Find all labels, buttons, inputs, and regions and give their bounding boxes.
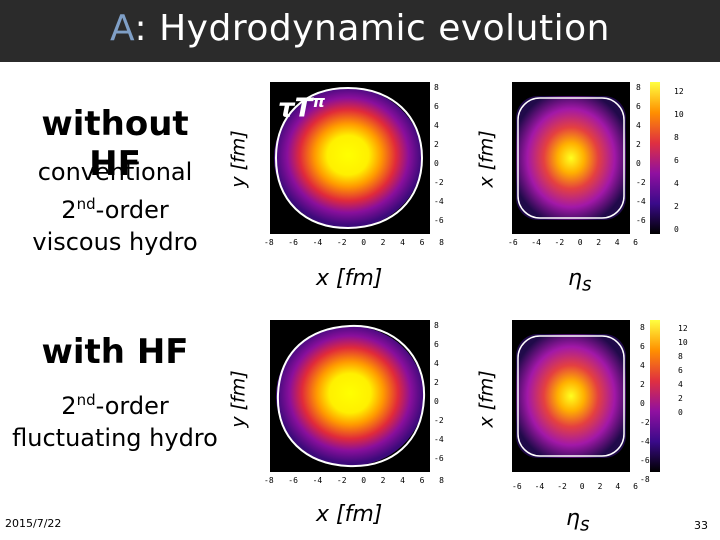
case1-line2: 2nd-order [61, 195, 169, 224]
plot-bottom-right-heatmap [512, 320, 630, 472]
footer-date: 2015/7/22 [5, 517, 62, 530]
ticks-x-top-left: -8 -6 -4 -2 0 2 4 6 8 [264, 238, 444, 247]
colorbar-bottom-ticks: 12 10 8 6 4 2 0 [678, 324, 688, 417]
ticks-y-top-left: 8 6 4 2 0 -2 -4 -6 [434, 83, 444, 225]
eta-axis-label-top: ηs [568, 266, 592, 296]
plot-top-left-heatmap [270, 82, 430, 234]
heat-distribution [516, 334, 626, 458]
heat-distribution [516, 96, 626, 220]
page-number: 33 [694, 519, 708, 532]
ticks-x-bottom-left: -8 -6 -4 -2 0 2 4 6 8 [264, 476, 444, 485]
y-axis-label-bottom-left: y [fm] [227, 370, 250, 428]
ticks-y-bottom-left: 8 6 4 2 0 -2 -4 -6 [434, 321, 444, 463]
heat-distribution [276, 326, 424, 466]
plot-bottom-left-heatmap [270, 320, 430, 472]
case2-line2: fluctuating hydro [12, 424, 218, 452]
x-axis-label-top-right: x [fm] [475, 130, 498, 188]
contour-line [276, 324, 426, 468]
contour-line [517, 97, 625, 219]
quantity-label: τTπ [278, 92, 325, 124]
slide-title: A: Hydrodynamic evolution [0, 8, 720, 49]
eta-axis-label-bottom: ηs [566, 506, 590, 536]
colorbar-top [650, 82, 660, 234]
x-axis-label-bottom: x [fm] [316, 502, 383, 527]
case1-title: without HF [41, 104, 189, 184]
ticks-y-top-right: 8 6 4 2 0 -2 -4 -6 [636, 83, 646, 225]
x-axis-label-top: x [fm] [316, 266, 383, 291]
colorbar-top-ticks: 12 10 8 6 4 2 0 [674, 87, 684, 234]
heat-distribution [274, 88, 422, 228]
contour-line [517, 335, 625, 457]
case1-line1: conventional [37, 158, 193, 186]
case1-line3: viscous hydro [32, 228, 198, 256]
title-bar: A: Hydrodynamic evolution [0, 0, 720, 62]
case1-description: conventional 2nd-order viscous hydro [0, 156, 230, 258]
x-axis-label-bottom-right: x [fm] [475, 370, 498, 428]
colorbar-bottom [650, 320, 660, 472]
ticks-x-bottom-right: -6 -4 -2 0 2 4 6 [512, 482, 638, 491]
plot-top-right-heatmap [512, 82, 630, 234]
ticks-x-top-right: -6 -4 -2 0 2 4 6 [508, 238, 638, 247]
title-text: : Hydrodynamic evolution [134, 8, 610, 49]
case2-title: with HF [41, 332, 189, 372]
y-axis-label-top-left: y [fm] [227, 130, 250, 188]
title-accent: A [110, 8, 135, 49]
contour-line [274, 86, 424, 230]
ticks-y-bottom-right: 8 6 4 2 0 -2 -4 -6 -8 [640, 323, 650, 484]
case2-line1: 2nd-order [61, 391, 169, 420]
case2-description: 2nd-order fluctuating hydro [0, 384, 230, 454]
